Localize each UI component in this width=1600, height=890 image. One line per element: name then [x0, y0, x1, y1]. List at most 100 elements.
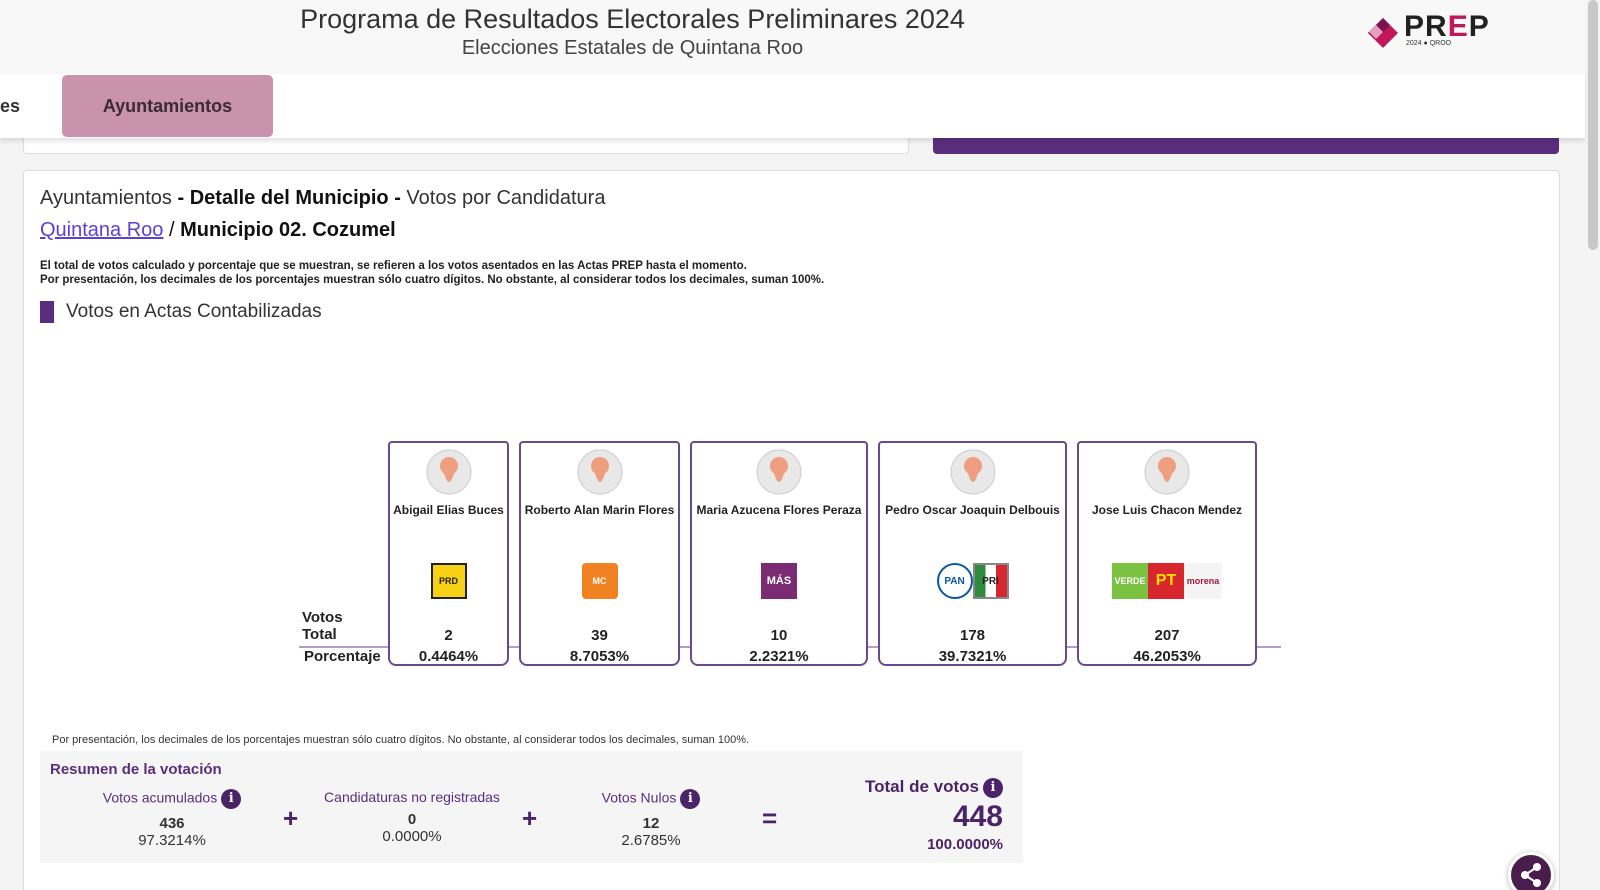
candidate-percentage: 8.7053%: [569, 648, 630, 665]
candidate-percentage: 39.7321%: [938, 648, 1007, 665]
summary-percentage: 2.6785%: [621, 832, 681, 849]
heading-bold: Detalle del Municipio: [189, 187, 389, 209]
party-logos: MÁS: [692, 563, 866, 599]
share-icon: [1521, 863, 1541, 887]
summary-value: 0: [407, 811, 417, 828]
candidate-name: Jose Luis Chacon Mendez: [1091, 503, 1243, 517]
candidate-percentage: 46.2053%: [1133, 648, 1201, 665]
party-logo-mc: MC: [581, 563, 618, 599]
prep-diamond-icon: [1368, 18, 1398, 48]
plus-operator: +: [522, 803, 538, 833]
prep-logo-text: PREP: [1404, 10, 1490, 43]
party-logos: VERDE PT morena: [1079, 563, 1255, 599]
summary-votos-acumulados: Votos acumulados i 436 97.3214%: [102, 789, 242, 849]
breadcrumb-separator: /: [163, 219, 181, 241]
equals-operator: =: [762, 803, 778, 833]
candidate-name: Abigail Elias Buces: [393, 503, 504, 517]
results-heading: Ayuntamientos - Detalle del Municipio - …: [40, 187, 605, 210]
page-scrollbar[interactable]: [1585, 0, 1600, 890]
vote-summary: Resumen de la votación Votos acumulados i…: [40, 751, 1023, 863]
section-marker: [40, 301, 54, 323]
summary-label: Votos acumulados i: [102, 789, 242, 809]
row-label-votos-text: Votos: [302, 609, 343, 626]
notice-line-2: Por presentación, los decimales de los p…: [40, 274, 825, 286]
avatar-icon: [1144, 449, 1190, 495]
party-logo-pt: PT: [1148, 563, 1184, 599]
candidate-name: Maria Azucena Flores Peraza: [696, 503, 862, 517]
candidate-card[interactable]: Maria Azucena Flores Peraza MÁS 10 2.232…: [690, 441, 868, 666]
prep-logo-sub: 2024 ● QROO: [1406, 40, 1452, 47]
party-logos: PAN PRI: [880, 563, 1065, 599]
heading-dash: -: [171, 187, 190, 209]
summary-total-percentage: 100.0000%: [927, 835, 1003, 853]
row-label-total-text: Total: [302, 626, 337, 643]
candidate-percentage: 2.2321%: [749, 648, 809, 665]
results-card: Ayuntamientos - Detalle del Municipio - …: [23, 170, 1560, 890]
nav-tabs: es Ayuntamientos: [0, 74, 1585, 138]
scrollbar-thumb[interactable]: [1588, 0, 1598, 250]
heading-suffix: Votos por Candidatura: [406, 187, 606, 209]
candidate-card[interactable]: Roberto Alan Marin Flores MC 39 8.7053%: [519, 441, 680, 666]
party-logo-prd: PRD: [430, 563, 467, 599]
candidate-name: Roberto Alan Marin Flores: [524, 503, 675, 517]
avatar-icon: [756, 449, 802, 495]
info-icon[interactable]: i: [680, 789, 701, 809]
summary-value: 12: [642, 815, 660, 832]
share-button[interactable]: [1508, 852, 1554, 890]
party-logo-pri: PRI: [972, 563, 1009, 599]
info-icon[interactable]: i: [221, 789, 242, 809]
page-title: Programa de Resultados Electorales Preli…: [300, 4, 965, 34]
summary-percentage: 0.0000%: [382, 828, 442, 845]
row-label-votos: Votos Total: [302, 609, 343, 643]
candidate-votes: 207: [1154, 627, 1180, 644]
section-title: Votos en Actas Contabilizadas: [66, 301, 322, 322]
tab-previous[interactable]: es: [0, 96, 21, 116]
breadcrumb-link-state[interactable]: Quintana Roo: [40, 219, 164, 241]
summary-label: Candidaturas no registradas: [324, 789, 500, 805]
total-label: Total de votos: [865, 777, 979, 796]
candidate-votes: 2: [444, 627, 453, 644]
avatar-icon: [426, 449, 471, 495]
avatar-icon: [950, 449, 995, 495]
breadcrumb: Quintana Roo / Municipio 02. Cozumel: [40, 219, 396, 242]
percentage-footnote: Por presentación, los decimales de los p…: [52, 734, 750, 746]
party-logo-mas: MÁS: [761, 563, 797, 599]
candidate-card[interactable]: Jose Luis Chacon Mendez VERDE PT morena …: [1077, 441, 1257, 666]
summary-value: 436: [159, 815, 185, 832]
party-logos: PRD: [390, 563, 507, 599]
candidate-votes: 178: [959, 627, 986, 644]
prep-logo[interactable]: PREP 2024 ● QROO: [1366, 10, 1496, 50]
summary-total-votos: Total de votos i 448 100.0000%: [865, 777, 1003, 853]
nulos-label: Votos Nulos: [601, 789, 677, 806]
candidate-card[interactable]: Abigail Elias Buces PRD 2 0.4464%: [388, 441, 509, 666]
heading-prefix: Ayuntamientos: [40, 187, 172, 209]
summary-no-registradas: Candidaturas no registradas 0 0.0000%: [322, 789, 502, 845]
summary-label: Total de votos i: [865, 777, 1003, 798]
plus-operator: +: [283, 803, 299, 833]
summary-percentage: 97.3214%: [138, 832, 206, 849]
candidate-votes: 39: [591, 627, 608, 644]
party-logos: MC: [521, 563, 678, 599]
candidate-percentage: 0.4464%: [418, 648, 479, 665]
info-icon[interactable]: i: [983, 777, 1003, 798]
party-logo-pan: PAN: [936, 563, 973, 599]
accum-label: Votos acumulados: [102, 789, 218, 806]
breadcrumb-current: Municipio 02. Cozumel: [180, 219, 396, 241]
summary-label: Votos Nulos i: [596, 789, 706, 809]
party-logo-pvem: VERDE: [1112, 563, 1148, 599]
candidate-votes: 10: [770, 627, 788, 644]
party-logo-morena: morena: [1184, 563, 1222, 599]
site-header: Programa de Resultados Electorales Preli…: [0, 0, 1585, 74]
summary-title: Resumen de la votación: [50, 761, 222, 778]
summary-total-value: 448: [952, 799, 1003, 833]
candidate-name: Pedro Oscar Joaquin Delbouis: [885, 503, 1060, 517]
candidate-card[interactable]: Pedro Oscar Joaquin Delbouis PAN PRI 178…: [878, 441, 1067, 666]
avatar-icon: [577, 449, 622, 495]
results-notice: El total de votos calculado y porcentaje…: [40, 259, 824, 287]
tab-ayuntamientos[interactable]: Ayuntamientos: [62, 75, 273, 137]
row-label-porcentaje: Porcentaje: [304, 648, 381, 665]
summary-votos-nulos: Votos Nulos i 12 2.6785%: [596, 789, 706, 849]
page-subtitle: Elecciones Estatales de Quintana Roo: [461, 37, 804, 59]
notice-line-1: El total de votos calculado y porcentaje…: [40, 260, 747, 272]
heading-dash-2: -: [388, 187, 407, 209]
